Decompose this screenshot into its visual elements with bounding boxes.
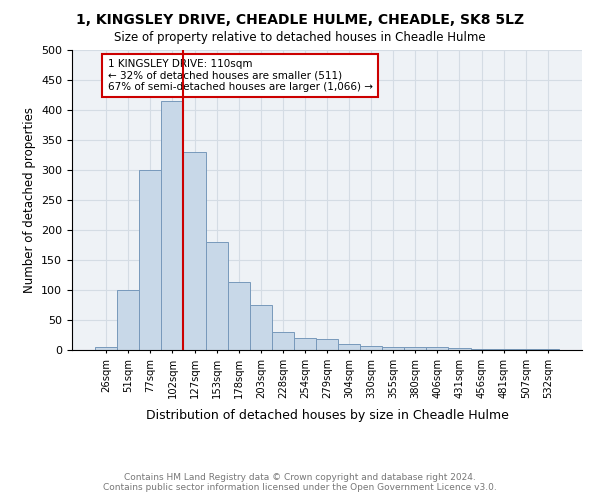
Text: Size of property relative to detached houses in Cheadle Hulme: Size of property relative to detached ho… bbox=[114, 31, 486, 44]
Text: Contains HM Land Registry data © Crown copyright and database right 2024.
Contai: Contains HM Land Registry data © Crown c… bbox=[103, 473, 497, 492]
X-axis label: Distribution of detached houses by size in Cheadle Hulme: Distribution of detached houses by size … bbox=[146, 409, 508, 422]
Text: 1, KINGSLEY DRIVE, CHEADLE HULME, CHEADLE, SK8 5LZ: 1, KINGSLEY DRIVE, CHEADLE HULME, CHEADL… bbox=[76, 12, 524, 26]
Bar bbox=[360, 346, 382, 350]
Bar bbox=[427, 347, 448, 350]
Bar bbox=[95, 347, 117, 350]
Text: 1 KINGSLEY DRIVE: 110sqm
← 32% of detached houses are smaller (511)
67% of semi-: 1 KINGSLEY DRIVE: 110sqm ← 32% of detach… bbox=[108, 59, 373, 92]
Bar bbox=[206, 242, 227, 350]
Bar bbox=[537, 349, 559, 350]
Bar bbox=[515, 349, 537, 350]
Bar bbox=[493, 349, 515, 350]
Bar bbox=[250, 305, 272, 350]
Bar bbox=[448, 348, 470, 350]
Bar bbox=[227, 282, 250, 350]
Bar bbox=[272, 332, 294, 350]
Bar bbox=[117, 290, 139, 350]
Bar bbox=[470, 349, 493, 350]
Y-axis label: Number of detached properties: Number of detached properties bbox=[23, 107, 35, 293]
Bar bbox=[139, 170, 161, 350]
Bar bbox=[382, 347, 404, 350]
Bar bbox=[184, 152, 206, 350]
Bar bbox=[316, 339, 338, 350]
Bar bbox=[404, 347, 427, 350]
Bar bbox=[294, 338, 316, 350]
Bar bbox=[161, 101, 184, 350]
Bar bbox=[338, 344, 360, 350]
